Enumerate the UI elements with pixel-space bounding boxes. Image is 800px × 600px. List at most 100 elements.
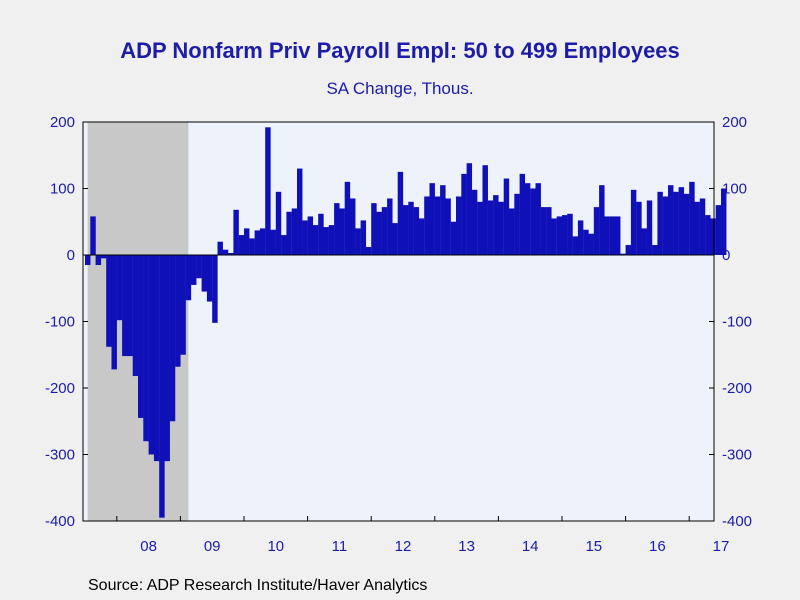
y-tick-label-right: -300 [722,447,752,464]
bar [291,208,298,255]
bar [116,255,123,321]
bar [143,255,149,442]
bar [715,205,722,256]
bar [646,200,653,255]
source-note: Source: ADP Research Institute/Haver Ana… [88,577,428,594]
bar [694,201,700,255]
bar [503,178,510,255]
bar [185,255,192,301]
bar [705,215,711,255]
bar [562,215,568,255]
bar [699,198,706,255]
bar [546,207,552,255]
bar [403,205,409,256]
bar [318,213,324,255]
x-axis: 08 09 10 11 12 13 14 15 16 17 [116,516,730,555]
bar [615,216,621,255]
bar [392,223,398,255]
bar [657,191,663,255]
bar [106,255,112,347]
bar-series [85,127,727,518]
y-tick-label-right: -100 [722,314,752,331]
y-tick-label-left: -400 [45,513,75,530]
x-tick-label: 13 [458,538,475,555]
x-tick-label: 17 [713,538,730,555]
bar [583,229,589,255]
bar [551,218,557,255]
bar [387,198,393,255]
bar [222,249,229,255]
bar [307,216,314,255]
x-tick-label: 08 [140,538,157,555]
bar [233,209,239,255]
bar [270,229,276,255]
bar [127,255,133,357]
bar [244,228,250,255]
bar [429,183,435,255]
bar [471,189,478,255]
bar [122,255,128,357]
bar [418,218,425,255]
x-tick-label: 16 [649,538,666,555]
bar [620,253,626,255]
bar [212,255,218,323]
bar [498,201,504,255]
bar [286,211,292,255]
bar [371,203,377,255]
bar [159,255,165,518]
bar [100,255,107,259]
bar [328,225,335,255]
bar [206,255,213,302]
bar [365,247,372,255]
bar [493,195,499,255]
x-tick-label: 10 [267,538,284,555]
bar [710,218,716,255]
bar [217,241,223,255]
bar [424,196,430,255]
y-tick-label-left: 200 [50,114,75,131]
bar [85,255,91,265]
bar [599,185,605,255]
bar [297,168,303,255]
bar [95,255,102,265]
bar [169,255,176,422]
bar [466,163,473,255]
bar [588,233,594,255]
bar [111,255,117,370]
bar [540,207,547,255]
bar [673,191,679,255]
bar [238,235,245,255]
bar [376,211,382,255]
bar [445,198,451,255]
bar [625,245,632,255]
bar [265,127,271,255]
y-tick-label-left: 0 [67,247,75,264]
y-tick-label-right: -200 [722,380,752,397]
bar [604,216,610,255]
bar [355,228,361,255]
y-axis: 200 200 100 100 0 0 -100 -100 -200 -200 -300 -300 -4… [45,114,752,530]
bar [164,255,170,462]
bar [191,255,197,285]
bar [350,198,356,255]
bar [413,207,420,255]
y-tick-label-left: -100 [45,314,75,331]
x-tick-label: 14 [522,538,539,555]
x-tick-label: 12 [395,538,412,555]
bar [175,255,181,367]
bar [148,255,155,455]
bar [593,207,600,255]
bar [477,201,483,255]
bar [259,228,266,255]
bar [514,193,520,255]
y-tick-label-left: -200 [45,380,75,397]
bar [509,208,515,255]
bar [228,253,234,255]
bar [201,255,208,292]
chart-title: ADP Nonfarm Priv Payroll Empl: 50 to 499… [120,38,680,63]
bar [249,238,255,256]
y-tick-label-right: 100 [722,181,747,198]
bar [132,255,139,377]
bar [397,171,404,256]
bar [90,216,96,255]
